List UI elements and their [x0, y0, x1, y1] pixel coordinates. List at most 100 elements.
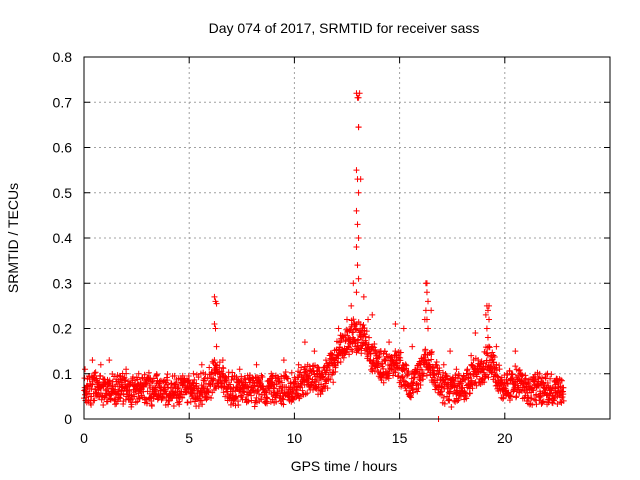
data-point: [397, 357, 404, 364]
data-point: [528, 395, 535, 402]
data-point: [530, 387, 537, 394]
data-point: [467, 390, 474, 397]
data-point: [361, 324, 368, 331]
data-point: [415, 385, 422, 392]
data-point: [436, 367, 443, 374]
data-point: [429, 363, 436, 370]
data-point: [304, 390, 311, 397]
data-point: [92, 369, 99, 376]
data-point: [292, 378, 299, 385]
data-point: [238, 392, 245, 399]
data-point: [139, 375, 146, 382]
data-point: [255, 375, 262, 382]
data-point: [324, 385, 331, 392]
data-point: [357, 328, 364, 335]
data-point: [268, 370, 275, 377]
data-point: [269, 396, 276, 403]
data-point: [134, 376, 141, 383]
data-point: [220, 389, 227, 396]
data-point: [399, 374, 406, 381]
data-point: [371, 367, 378, 374]
data-point: [335, 325, 342, 332]
data-point: [319, 373, 326, 380]
data-point: [128, 401, 135, 408]
data-point: [280, 357, 287, 364]
data-point: [402, 365, 409, 372]
data-point: [351, 322, 358, 329]
data-point: [443, 373, 450, 380]
data-point: [148, 403, 155, 410]
data-point: [450, 378, 457, 385]
data-point: [560, 384, 567, 391]
data-point: [468, 352, 475, 359]
data-point: [263, 394, 270, 401]
data-point: [395, 365, 402, 372]
data-point: [201, 375, 208, 382]
data-point: [200, 377, 207, 384]
data-point: [493, 361, 500, 368]
data-point: [177, 375, 184, 382]
data-point: [408, 375, 415, 382]
data-point: [305, 375, 312, 382]
data-point: [485, 343, 492, 350]
data-point: [311, 378, 318, 385]
data-point: [392, 348, 399, 355]
data-point: [503, 370, 510, 377]
data-point: [205, 388, 212, 395]
data-point: [106, 377, 113, 384]
data-point: [315, 364, 322, 371]
data-point: [210, 377, 217, 384]
x-tick-label: 15: [392, 430, 408, 446]
data-point: [121, 377, 128, 384]
data-point: [540, 379, 547, 386]
data-point: [440, 394, 447, 401]
x-tick-label: 20: [497, 430, 513, 446]
data-point: [199, 401, 206, 408]
data-point: [135, 390, 142, 397]
data-point: [362, 333, 369, 340]
data-point: [454, 397, 461, 404]
data-point: [89, 381, 96, 388]
data-point: [486, 344, 493, 351]
data-point: [529, 401, 536, 408]
data-point: [331, 361, 338, 368]
data-point: [538, 374, 545, 381]
data-point: [417, 361, 424, 368]
y-axis-label: SRMTID / TECUs: [5, 183, 21, 293]
data-point: [82, 366, 89, 373]
data-point: [498, 374, 505, 381]
data-point: [380, 365, 387, 372]
data-point: [448, 403, 455, 410]
data-point: [211, 293, 218, 300]
y-tick-label: 0.8: [53, 49, 73, 65]
data-point: [536, 370, 543, 377]
data-point: [195, 374, 202, 381]
data-point: [482, 311, 489, 318]
data-point: [477, 361, 484, 368]
data-point: [319, 388, 326, 395]
data-point: [283, 383, 290, 390]
x-axis-label: GPS time / hours: [291, 458, 398, 474]
data-point: [285, 375, 292, 382]
data-point: [94, 380, 101, 387]
data-point: [440, 369, 447, 376]
data-point: [384, 361, 391, 368]
data-point: [91, 397, 98, 404]
data-point: [228, 376, 235, 383]
data-point: [560, 391, 567, 398]
data-point: [100, 402, 107, 409]
data-point: [195, 403, 202, 410]
data-point: [89, 357, 96, 364]
data-point: [258, 372, 265, 379]
data-point: [123, 366, 130, 373]
data-point: [557, 376, 564, 383]
data-point: [168, 380, 175, 387]
data-point: [464, 366, 471, 373]
data-point: [355, 189, 362, 196]
data-point: [399, 373, 406, 380]
data-point: [469, 385, 476, 392]
data-point: [164, 377, 171, 384]
data-point: [179, 394, 186, 401]
y-tick-label: 0: [64, 411, 72, 427]
data-point: [183, 388, 190, 395]
